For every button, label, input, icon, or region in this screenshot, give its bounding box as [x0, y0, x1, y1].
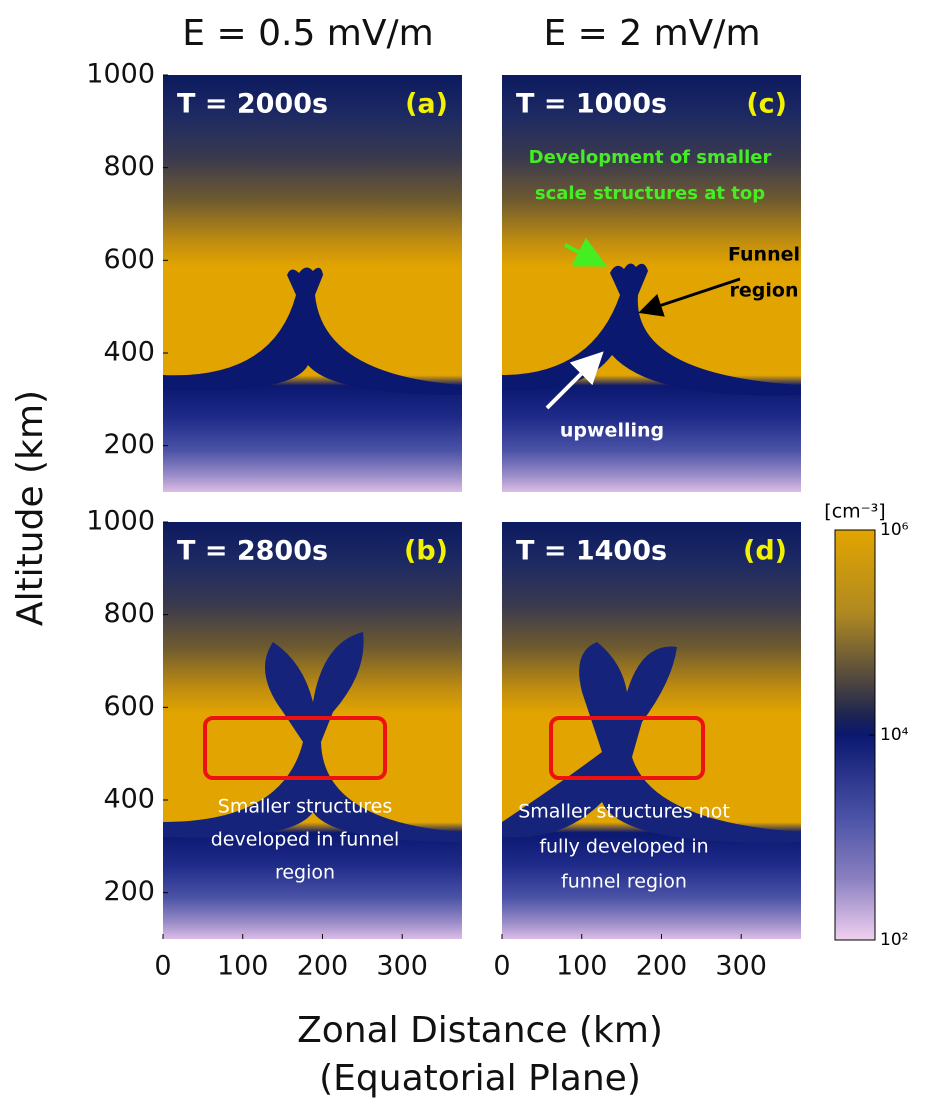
panel: T = 1400s (d) Smaller structures not ful…	[502, 522, 801, 939]
colorbar-tick-label: 10⁶	[880, 520, 909, 540]
annotation: fully developed in	[539, 836, 708, 858]
y-tick-label: 200	[103, 876, 155, 907]
annotation: developed in funnel	[211, 829, 400, 851]
panel-label: (d)	[743, 536, 787, 567]
figure: E = 0.5 mV/m E = 2 mV/m Altitude (km) Zo…	[0, 0, 934, 1101]
colorbar-tick-label: 10⁴	[880, 725, 909, 745]
panel-title: T = 2800s	[177, 536, 328, 567]
annotation: Smaller structures	[218, 796, 392, 818]
y-axis-label: Altitude (km)	[10, 390, 51, 626]
x-tick-label: 300	[376, 951, 428, 982]
panel-title: T = 1400s	[516, 536, 667, 567]
y-tick-label: 800	[103, 151, 155, 182]
y-tick-label: 400	[103, 784, 155, 815]
x-tick-label: 0	[493, 951, 510, 982]
y-tick-label: 600	[103, 244, 155, 275]
panel: T = 2800s (b) Smaller structures develop…	[163, 522, 462, 939]
panel-title: T = 2000s	[177, 89, 328, 120]
y-tick-label: 600	[103, 691, 155, 722]
x-tick-label: 100	[217, 951, 269, 982]
annotation: region	[730, 280, 799, 302]
y-tick-label: 400	[103, 337, 155, 368]
x-axis-label: Zonal Distance (km)	[297, 1010, 663, 1051]
y-tick-label: 800	[103, 598, 155, 629]
panel-label: (b)	[404, 536, 448, 567]
panel-title: T = 1000s	[516, 89, 667, 120]
annotation: upwelling	[560, 420, 664, 442]
x-tick-label: 200	[297, 951, 349, 982]
x-tick-label: 200	[636, 951, 688, 982]
x-tick-label: 300	[715, 951, 767, 982]
panel: T = 1000s (c) Development of smaller sca…	[502, 75, 801, 492]
y-tick-label: 1000	[86, 59, 155, 90]
annotation: region	[275, 862, 335, 884]
x-axis-label: (Equatorial Plane)	[319, 1058, 641, 1099]
column-title: E = 0.5 mV/m	[182, 13, 433, 54]
panel-label: (c)	[746, 89, 787, 120]
panel-label: (a)	[405, 89, 448, 120]
y-tick-label: 200	[103, 429, 155, 460]
annotation: Smaller structures not	[518, 801, 730, 823]
colorbar-label: [cm⁻³]	[824, 501, 885, 523]
annotation: funnel region	[561, 871, 687, 893]
x-tick-label: 100	[556, 951, 608, 982]
y-tick-label: 1000	[86, 506, 155, 537]
column-title: E = 2 mV/m	[543, 13, 760, 54]
annotation: Development of smaller	[529, 147, 772, 168]
annotation: scale structures at top	[535, 183, 765, 204]
x-tick-label: 0	[154, 951, 171, 982]
colorbar-tick-label: 10²	[880, 930, 908, 950]
panel: T = 2000s (a)	[163, 75, 462, 492]
annotation: Funnel	[728, 244, 800, 266]
